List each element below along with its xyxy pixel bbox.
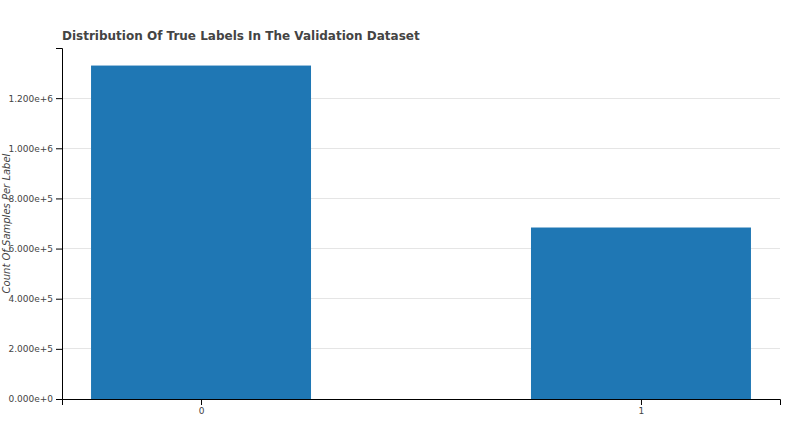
y-tick-label: 0.000e+0 <box>8 394 53 404</box>
y-tick-label: 1.000e+6 <box>8 144 53 154</box>
plot-area <box>91 66 751 399</box>
y-tick: 2.000e+5 <box>8 344 62 354</box>
x-tick-label: 1 <box>639 406 645 416</box>
y-tick-mark <box>56 198 62 199</box>
y-tick-mark <box>56 299 62 300</box>
y-tick-label: 2.000e+5 <box>8 344 53 354</box>
y-tick-mark <box>56 249 62 250</box>
y-tick: 1.000e+6 <box>8 144 62 154</box>
y-tick: 1.200e+6 <box>8 94 62 104</box>
x-tick: 1 <box>639 399 645 416</box>
y-tick-mark <box>56 148 62 149</box>
x-axis-line <box>63 400 781 406</box>
x-tick: 0 <box>199 399 205 416</box>
y-axis-title: Count Of Samples Per Label <box>1 153 12 293</box>
y-tick-mark <box>56 349 62 350</box>
bar <box>91 66 311 399</box>
y-tick-label: 6.000e+5 <box>8 244 53 254</box>
x-tick-mark <box>201 399 202 405</box>
y-tick: 6.000e+5 <box>8 244 62 254</box>
title: Distribution Of True Labels In The Valid… <box>62 29 420 43</box>
y-tick-label: 1.200e+6 <box>8 94 53 104</box>
y-tick-mark <box>56 98 62 99</box>
x-tick-mark <box>641 399 642 405</box>
y-axis-line <box>56 49 63 400</box>
bar <box>531 228 751 399</box>
y-tick-mark <box>56 399 62 400</box>
y-tick: 8.000e+5 <box>8 194 62 204</box>
y-tick: 4.000e+5 <box>8 294 62 304</box>
x-axis: 01 <box>63 399 781 416</box>
y-tick-label: 8.000e+5 <box>8 194 53 204</box>
chart: 0.000e+0 2.000e+5 4.000e+5 6.000e+5 8.000e+5… <box>0 0 800 421</box>
y-axis: 0.000e+0 2.000e+5 4.000e+5 6.000e+5 8.000e+5… <box>8 49 62 405</box>
y-tick-label: 4.000e+5 <box>8 294 53 304</box>
x-tick-label: 0 <box>199 406 205 416</box>
y-tick: 0.000e+0 <box>8 394 62 404</box>
